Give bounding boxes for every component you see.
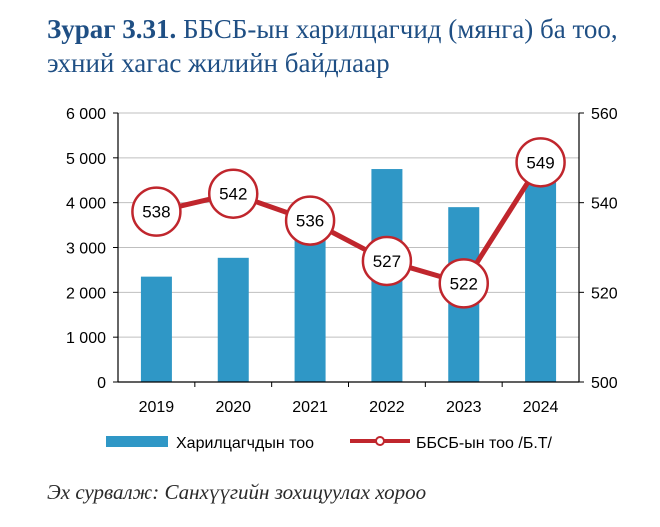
bar	[140, 276, 172, 382]
source-note: Эх сурвалж: Санхүүгийн зохицуулах хороо	[47, 480, 427, 504]
x-tick-label: 2019	[139, 399, 175, 416]
line-point	[131, 186, 182, 237]
line-series: 538 542 536 527 522 549	[131, 137, 566, 309]
line-point	[208, 168, 259, 219]
y-left-tick-label: 3 000	[66, 241, 106, 258]
y-left-tick-label: 5 000	[66, 151, 106, 168]
figure-title-text: ББСБ-ын харилцагчид (мянга) ба тоо, эхни…	[47, 14, 618, 78]
y-left-tick-label: 0	[97, 375, 106, 392]
y-left-tick-label: 6 000	[66, 106, 106, 123]
y-left-tick-label: 4 000	[66, 196, 106, 213]
line-point	[284, 195, 336, 246]
x-tick-label: 2024	[523, 399, 559, 416]
y-right-tick-label: 560	[591, 106, 618, 123]
data-label: 542	[219, 185, 247, 204]
y-right-tick-label: 500	[591, 375, 618, 392]
chart: 0 1 000 2 000 3 000 4 000 5 000 6 000 500 520 54…	[66, 106, 618, 452]
legend-label-bars: Харилцагчдын тоо	[176, 435, 314, 452]
x-tick-label: 2022	[369, 399, 405, 416]
data-label: 522	[450, 274, 478, 293]
bar	[294, 238, 326, 382]
y-right-tick-label: 540	[591, 196, 618, 213]
x-tick-label: 2021	[292, 399, 328, 416]
y-right-tick-label: 520	[591, 285, 618, 302]
legend-bar-swatch	[106, 436, 168, 447]
legend: Харилцагчдын тоо ББСБ-ын тоо /Б.Т/	[106, 435, 553, 452]
x-axis: 2019 2020 2021 2022 2023 2024	[139, 382, 559, 416]
y-left-tick-label: 2 000	[66, 285, 106, 302]
data-label: 549	[526, 153, 554, 172]
bar	[217, 257, 249, 382]
line-point	[361, 235, 413, 287]
bar	[525, 182, 557, 382]
y-left-tick-label: 1 000	[66, 330, 106, 347]
line-point	[438, 258, 489, 309]
data-label: 527	[373, 252, 401, 271]
x-tick-label: 2023	[446, 399, 482, 416]
data-label: 538	[142, 203, 170, 222]
data-label: 536	[296, 212, 324, 231]
grid	[118, 112, 579, 338]
y-right-axis: 500 520 540 560	[579, 106, 618, 392]
legend-line-marker	[375, 436, 385, 446]
legend-label-line: ББСБ-ын тоо /Б.Т/	[416, 435, 553, 452]
x-tick-label: 2020	[215, 399, 251, 416]
y-left-axis: 0 1 000 2 000 3 000 4 000 5 000 6 000	[66, 106, 118, 392]
figure-title: Зураг 3.31. ББСБ-ын харилцагчид (мянга) …	[47, 12, 647, 80]
figure-number: Зураг 3.31.	[47, 14, 177, 44]
line-point	[515, 137, 566, 188]
